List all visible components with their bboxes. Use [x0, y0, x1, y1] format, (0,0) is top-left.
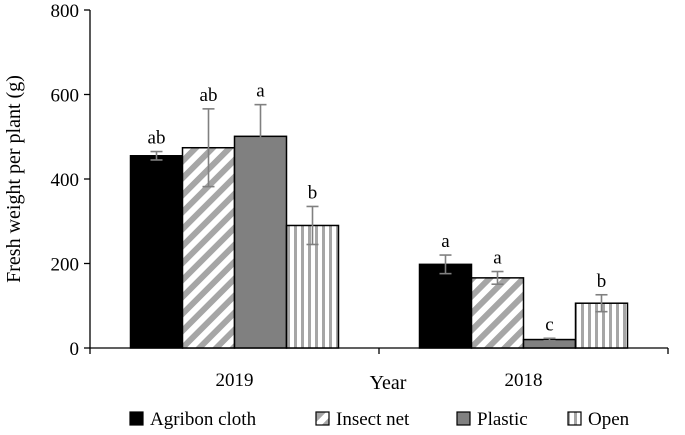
y-tick-label: 600 — [51, 86, 80, 107]
bars — [129, 135, 629, 349]
legend-swatch — [315, 411, 330, 426]
y-tick-label: 200 — [51, 255, 80, 276]
significance-letter: a — [493, 248, 502, 269]
x-tick-label: 2018 — [505, 370, 543, 391]
significance-letter: b — [597, 271, 607, 292]
significance-letter: a — [256, 81, 265, 102]
legend-swatch — [567, 411, 582, 426]
significance-letter: a — [441, 231, 450, 252]
bar — [418, 263, 473, 349]
legend-label: Open — [588, 409, 630, 430]
bar — [129, 155, 184, 349]
y-tick-label: 0 — [70, 339, 80, 360]
significance-letter: ab — [200, 85, 218, 106]
bar — [233, 135, 288, 349]
legend-label: Agribon cloth — [150, 409, 257, 430]
significance-letter: ab — [148, 128, 166, 149]
y-ticks: 0 200 400 600 800 — [51, 1, 90, 360]
legend-label: Plastic — [477, 409, 528, 430]
y-tick-label: 400 — [51, 170, 80, 191]
error-bars — [150, 103, 608, 342]
legend-label: Insect net — [336, 409, 410, 430]
x-ticks: 2019 2018 — [89, 348, 669, 391]
x-axis-title: Year — [370, 372, 407, 394]
y-axis-title: Fresh weight per plant (g) — [3, 75, 25, 283]
y-tick-label: 800 — [51, 1, 80, 22]
legend-swatch — [456, 411, 471, 426]
significance-letter: b — [308, 182, 318, 203]
legend: Agribon cloth Insect net Plastic Open — [129, 409, 630, 430]
bar — [470, 277, 525, 349]
legend-swatch — [129, 411, 144, 426]
x-tick-label: 2019 — [216, 370, 254, 391]
significance-letter: c — [545, 314, 553, 335]
